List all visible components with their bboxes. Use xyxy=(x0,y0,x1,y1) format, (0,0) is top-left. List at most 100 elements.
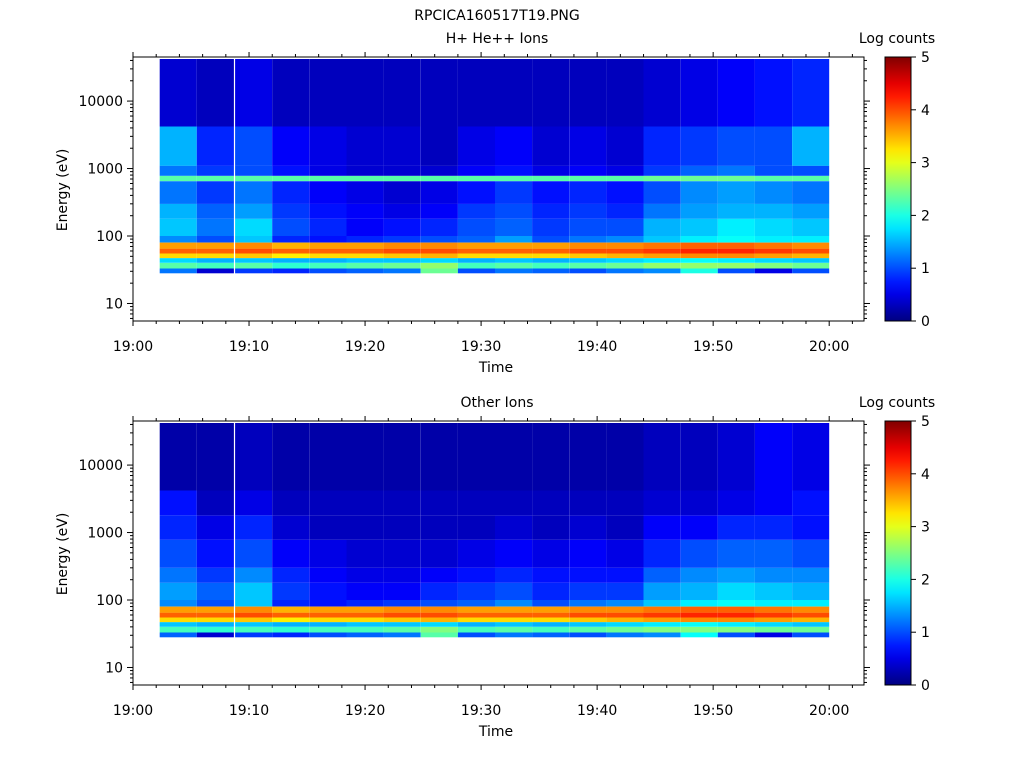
x-tick-label: 20:00 xyxy=(809,339,849,355)
heatmap-cell xyxy=(346,582,384,600)
heatmap-cell xyxy=(606,258,644,263)
heatmap-cell xyxy=(754,606,792,613)
heatmap-cell xyxy=(272,632,310,638)
heatmap-cell xyxy=(457,262,495,269)
heatmap-cell xyxy=(235,126,273,166)
heatmap-cell xyxy=(792,59,830,127)
heatmap-cell xyxy=(420,626,458,633)
heatmap-cell xyxy=(346,203,384,219)
heatmap-cell xyxy=(643,567,681,583)
heatmap-cell xyxy=(792,515,830,540)
heatmap-cell xyxy=(569,253,607,259)
heatmap-cell xyxy=(643,600,681,607)
heatmap-cell xyxy=(383,218,421,236)
heatmap-cell xyxy=(235,175,273,182)
colorbar-tick-label: 4 xyxy=(921,467,930,483)
heatmap-cell xyxy=(383,165,421,176)
x-tick-label: 19:10 xyxy=(229,339,269,355)
heatmap-cell xyxy=(272,175,310,182)
heatmap-cell xyxy=(532,175,570,182)
heatmap-cell xyxy=(643,622,681,627)
heatmap-cell xyxy=(569,258,607,263)
heatmap-cell xyxy=(754,268,792,274)
heatmap-cell xyxy=(754,248,792,254)
heatmap-cell xyxy=(606,253,644,259)
heatmap-cell xyxy=(717,622,755,627)
heatmap-cell xyxy=(346,600,384,607)
heatmap-cell xyxy=(569,203,607,219)
heatmap-cell xyxy=(606,59,644,127)
heatmap-cell xyxy=(196,617,234,623)
heatmap-cell xyxy=(346,262,384,269)
heatmap-cell xyxy=(346,126,384,166)
heatmap-cell xyxy=(309,617,347,623)
heatmap-cell xyxy=(754,567,792,583)
colorbar-tick-label: 3 xyxy=(921,520,930,536)
heatmap-cell xyxy=(383,515,421,540)
heatmap-cell xyxy=(754,258,792,263)
x-tick-label: 19:40 xyxy=(577,339,617,355)
heatmap-cell xyxy=(272,268,310,274)
heatmap-cell xyxy=(159,423,197,491)
heatmap-cell xyxy=(792,218,830,236)
heatmap-cell xyxy=(754,600,792,607)
heatmap-cell xyxy=(346,617,384,623)
heatmap-cell xyxy=(606,236,644,243)
heatmap-cell xyxy=(717,236,755,243)
heatmap-cell xyxy=(309,175,347,182)
figure-title: RPCICA160517T19.PNG xyxy=(414,8,579,24)
heatmap-cell xyxy=(272,181,310,204)
heatmap-cell xyxy=(643,165,681,176)
heatmap-cell xyxy=(643,606,681,613)
heatmap-cell xyxy=(159,258,197,263)
y-tick-label: 10 xyxy=(105,660,123,676)
heatmap-cell xyxy=(754,612,792,618)
heatmap-cell xyxy=(309,539,347,568)
heatmap-cell xyxy=(792,612,830,618)
heatmap-cell xyxy=(606,175,644,182)
heatmap-cell xyxy=(383,203,421,219)
heatmap-cell xyxy=(196,165,234,176)
heatmap-cell xyxy=(383,617,421,623)
heatmap-cell xyxy=(717,600,755,607)
heatmap-cell xyxy=(754,242,792,249)
heatmap-cell xyxy=(159,490,197,516)
heatmap-cell xyxy=(680,268,718,274)
heatmap-cell xyxy=(569,268,607,274)
heatmap-cell xyxy=(309,622,347,627)
heatmap-cell xyxy=(420,515,458,540)
heatmap-cell xyxy=(680,165,718,176)
heatmap-cell xyxy=(717,268,755,274)
heatmap-cell xyxy=(606,612,644,618)
heatmap-cell xyxy=(309,181,347,204)
colorbar xyxy=(884,420,912,686)
heatmap-cell xyxy=(495,253,533,259)
heatmap-cell xyxy=(495,165,533,176)
heatmap-cell xyxy=(754,582,792,600)
heatmap-cell xyxy=(383,242,421,249)
heatmap-cell xyxy=(309,218,347,236)
heatmap-cell xyxy=(159,248,197,254)
heatmap-cell xyxy=(272,218,310,236)
heatmap-cell xyxy=(532,181,570,204)
heatmap-cell xyxy=(309,126,347,166)
x-axis-label: Time xyxy=(478,360,513,376)
heatmap-cell xyxy=(420,632,458,638)
heatmap-cell xyxy=(457,582,495,600)
colorbar-tick-label: 4 xyxy=(921,103,930,119)
heatmap-cell xyxy=(680,242,718,249)
heatmap-cell xyxy=(717,258,755,263)
heatmap-cell xyxy=(532,622,570,627)
heatmap-cell xyxy=(235,539,273,568)
heatmap-cell xyxy=(717,539,755,568)
heatmap-cell xyxy=(680,626,718,633)
heatmap-cell xyxy=(272,253,310,259)
heatmap-cell xyxy=(196,258,234,263)
heatmap-cell xyxy=(792,248,830,254)
colorbar-tick-label: 1 xyxy=(921,261,930,277)
heatmap-cell xyxy=(272,567,310,583)
heatmap-cell xyxy=(680,606,718,613)
heatmap-cell xyxy=(346,515,384,540)
heatmap-cell xyxy=(532,606,570,613)
heatmap-cell xyxy=(569,490,607,516)
